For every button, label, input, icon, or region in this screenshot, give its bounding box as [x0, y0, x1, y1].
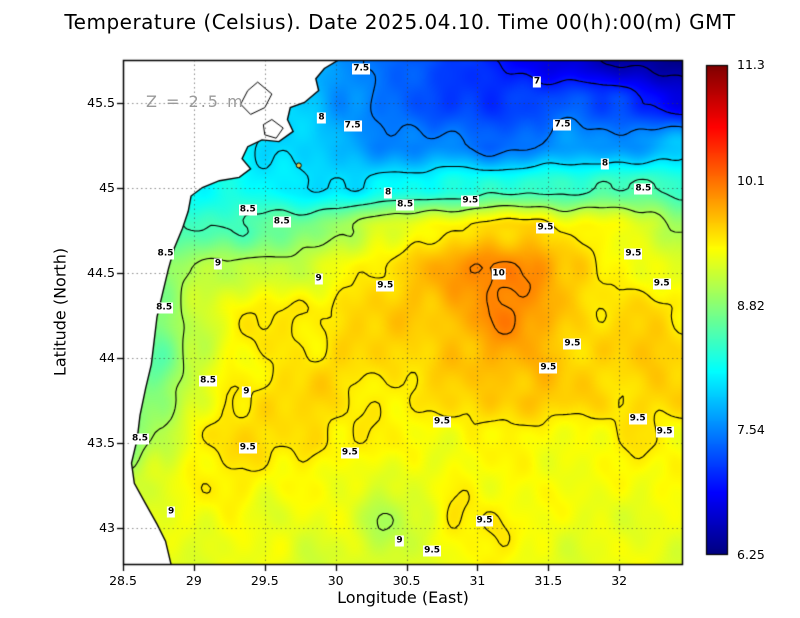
- x-tick-label: 29.5: [250, 573, 279, 588]
- contour-label: 8: [600, 158, 610, 170]
- contour-label: 7.5: [352, 63, 371, 74]
- contour-label: 9.5: [433, 416, 451, 428]
- contour-label: 9.5: [536, 222, 555, 234]
- contour-label: 8: [317, 112, 326, 124]
- x-tick-label: 31: [469, 573, 486, 588]
- contour-label: 7: [532, 76, 542, 88]
- contour-label: 9.5: [624, 248, 643, 260]
- contour-label: 9.5: [655, 426, 674, 438]
- y-tick-label: 44.5: [87, 264, 115, 280]
- plot-title: Temperature (Celsius). Date 2025.04.10. …: [64, 10, 736, 34]
- contour-label: 9.5: [376, 280, 395, 292]
- contour-label: 9.5: [475, 515, 494, 527]
- contour-label: 9: [395, 535, 404, 547]
- contour-label: 9.5: [539, 362, 558, 374]
- contour-label: 8.5: [634, 183, 653, 195]
- colorbar-tick-label: 11.3: [737, 57, 765, 72]
- contour-label: 7.5: [553, 119, 572, 131]
- x-tick-label: 32: [611, 573, 628, 588]
- contour-label: 8.5: [155, 302, 174, 314]
- y-tick-label: 45.5: [87, 94, 115, 110]
- contour-label: 9.5: [238, 442, 257, 454]
- colorbar-tick-label: 8.82: [737, 297, 765, 313]
- contour-label: 9: [242, 386, 251, 398]
- contour-label: 8.5: [396, 199, 415, 211]
- y-tick-label: 44: [99, 349, 115, 365]
- contour-label: 9.5: [423, 545, 442, 557]
- colorbar-tick-label: 10.1: [737, 173, 765, 189]
- contour-label: 10: [491, 268, 506, 280]
- contour-label: 9: [167, 506, 176, 518]
- contour-label: 8.5: [199, 375, 218, 387]
- y-tick-label: 45: [99, 179, 115, 195]
- x-axis-label: Longitude (East): [337, 588, 469, 607]
- contour-label: 9.5: [563, 338, 582, 350]
- x-tick-label: 30.5: [392, 573, 421, 588]
- depth-annotation: Z = 2.5 m: [146, 92, 245, 111]
- contour-label: 8.5: [131, 433, 149, 445]
- y-axis-label: Latitude (North): [50, 247, 70, 377]
- contour-label: 8.5: [238, 204, 257, 216]
- contour-label: 9.5: [652, 278, 671, 290]
- contour-label: 9: [314, 273, 323, 285]
- x-tick-label: 31.5: [534, 573, 563, 588]
- contour-label: 9: [213, 258, 223, 270]
- y-tick-label: 43: [99, 519, 115, 535]
- contour-label: 8.5: [272, 216, 291, 228]
- y-tick-label: 43.5: [87, 434, 115, 450]
- contour-label: 8.5: [156, 248, 175, 260]
- contour-label: 9.5: [461, 195, 480, 207]
- contour-label: 8: [383, 187, 393, 199]
- contour-label: 9.5: [340, 447, 359, 459]
- contour-label: 9.5: [628, 413, 647, 425]
- x-tick-label: 30: [327, 573, 344, 588]
- x-tick-label: 29: [185, 573, 202, 588]
- x-tick-label: 28.5: [109, 573, 137, 588]
- contour-label: 7.5: [343, 120, 362, 132]
- colorbar-tick-label: 6.25: [737, 547, 765, 562]
- colorbar-tick-label: 7.54: [737, 421, 765, 437]
